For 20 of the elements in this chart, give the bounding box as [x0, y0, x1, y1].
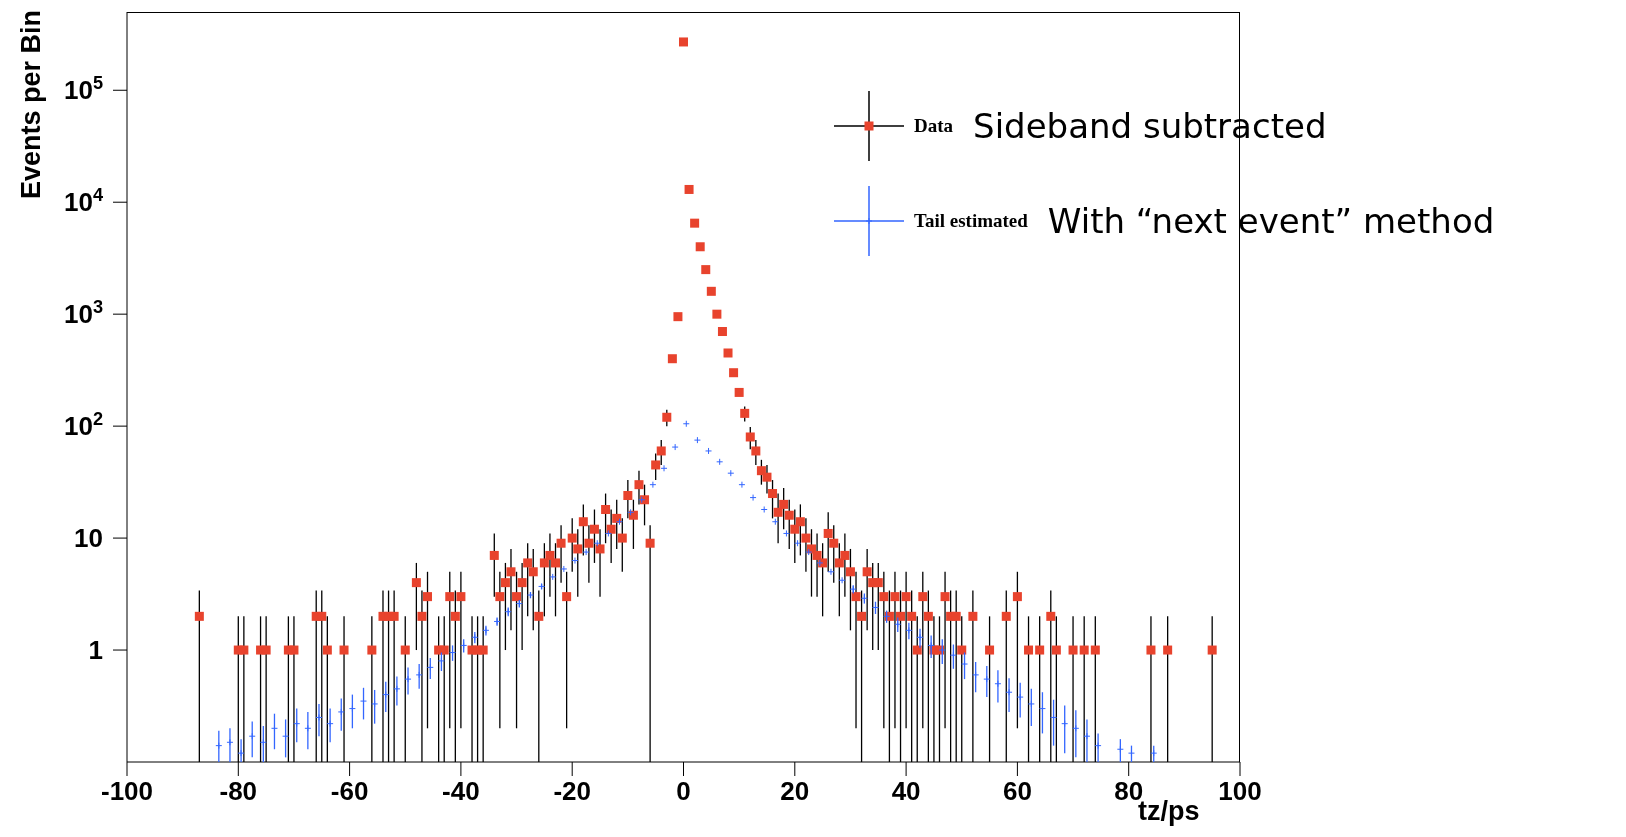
y-tick-label: 10	[74, 523, 103, 554]
x-tick-label: 40	[891, 776, 921, 806]
y-tick-label: 10$^{5}$	[63, 73, 103, 106]
x-tick-label: 60	[1002, 776, 1032, 806]
legend-label: Tail estimated	[914, 209, 1028, 232]
x-tick-label: -60	[330, 776, 369, 806]
x-tick-label: -100	[100, 776, 154, 806]
x-tick-label: -80	[219, 776, 258, 806]
x-tick-label: -40	[442, 776, 480, 806]
y-axis-title: Events per Bin	[16, 10, 47, 202]
x-tick-label: 100	[1218, 776, 1262, 806]
legend-label: Data	[914, 114, 954, 137]
x-tick-label: -20	[553, 776, 591, 806]
y-tick-label: 1	[88, 635, 103, 666]
x-tick-label: 0	[676, 776, 691, 806]
x-tick-label: 20	[780, 776, 810, 806]
annotation: With “next event” method	[1047, 200, 1495, 241]
y-tick-label: 10$^{2}$	[63, 409, 103, 442]
y-tick-label: 10$^{3}$	[63, 297, 103, 330]
y-tick-label: 10$^{4}$	[63, 185, 104, 218]
